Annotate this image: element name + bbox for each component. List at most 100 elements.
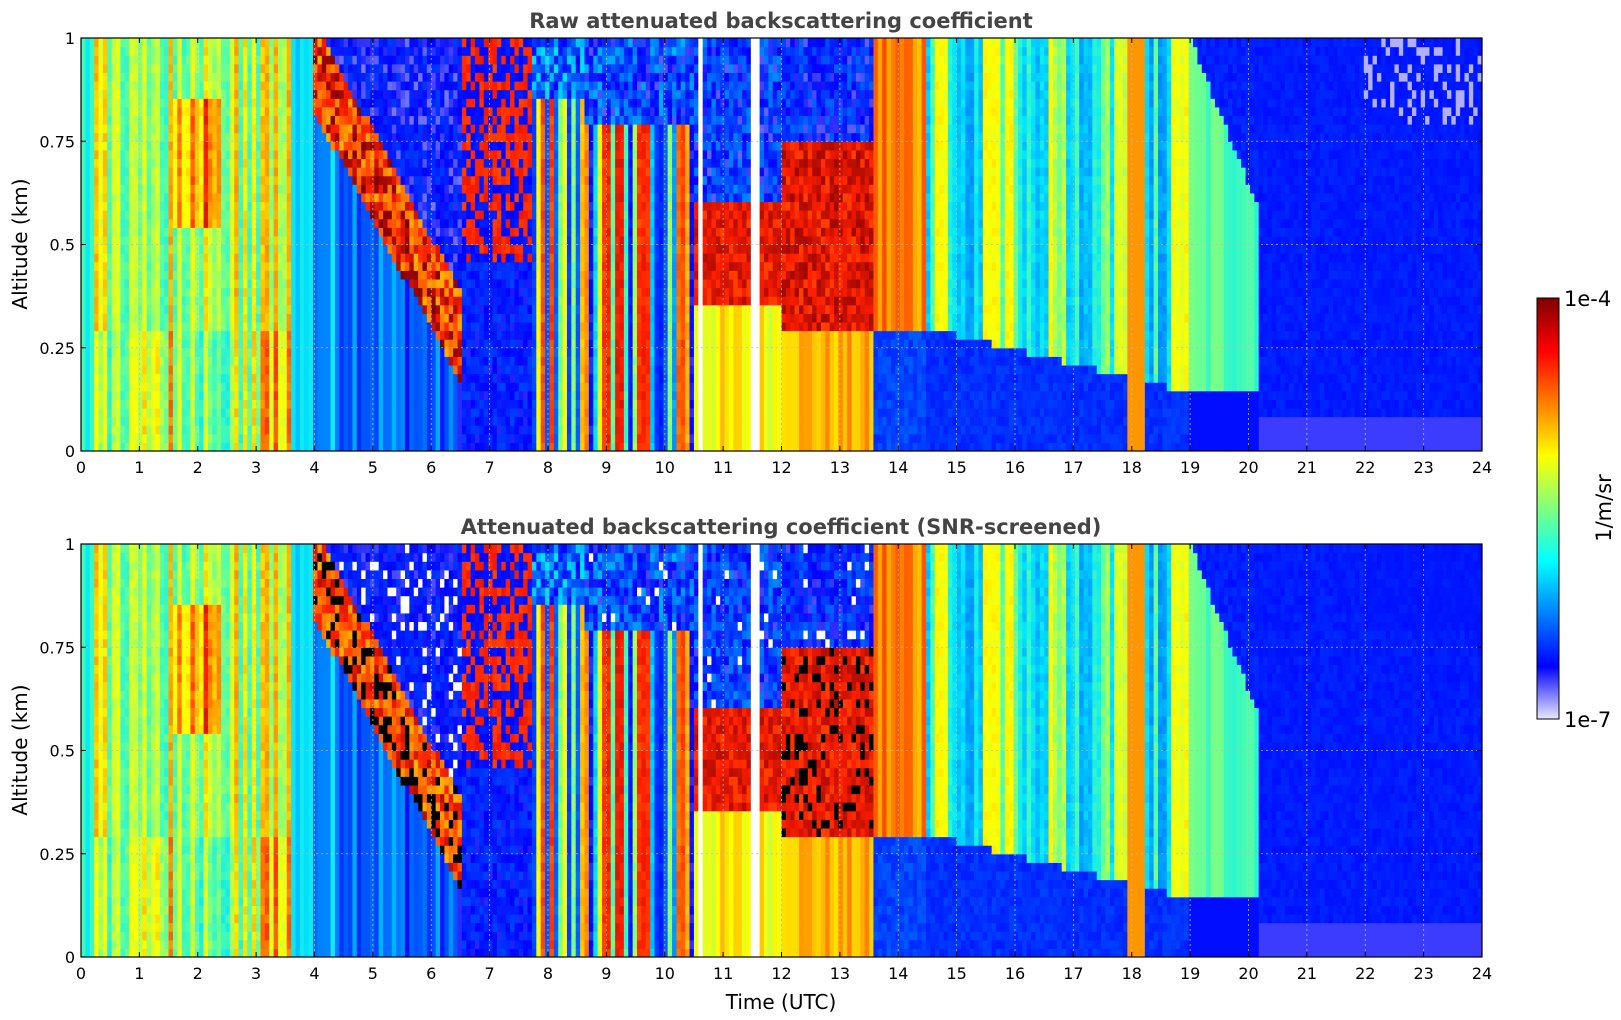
heatmap-cell — [440, 124, 445, 134]
heatmap-cell — [124, 321, 130, 332]
heatmap-cell — [199, 296, 205, 306]
heatmap-cell — [361, 373, 367, 383]
heatmap-cell — [216, 278, 222, 289]
heatmap-cell — [203, 115, 209, 125]
heatmap-cell — [242, 63, 248, 74]
heatmap-cell — [361, 218, 367, 228]
heatmap-cell — [102, 425, 108, 435]
heatmap-cell — [273, 339, 279, 349]
heatmap-cell — [426, 364, 432, 375]
heatmap-cell — [317, 261, 323, 271]
heatmap-cell — [102, 407, 108, 418]
heatmap-cell — [199, 218, 205, 228]
heatmap-cell — [308, 382, 314, 392]
heatmap-cell — [269, 132, 275, 142]
heatmap-cell — [448, 192, 454, 203]
heatmap-cell — [207, 296, 213, 306]
heatmap-cell — [168, 124, 174, 134]
heatmap-cell — [505, 244, 511, 254]
heatmap-cell — [374, 192, 380, 203]
heatmap-cell — [107, 218, 113, 228]
heatmap-cell — [352, 296, 358, 306]
heatmap-cell — [129, 38, 135, 48]
heatmap-cell — [247, 201, 253, 211]
heatmap-cell — [457, 89, 463, 99]
heatmap-cell — [234, 347, 240, 357]
heatmap-cell — [225, 390, 231, 400]
heatmap-cell — [496, 124, 502, 134]
heatmap-cell — [361, 167, 367, 177]
heatmap-cell — [172, 330, 178, 340]
heatmap-cell — [264, 72, 270, 82]
heatmap-cell — [260, 72, 266, 82]
heatmap-cell — [514, 218, 520, 228]
heatmap-cell — [299, 89, 305, 99]
heatmap-cell — [409, 184, 415, 194]
heatmap-cell — [365, 347, 371, 357]
heatmap-cell — [129, 55, 135, 65]
heatmap-cell — [286, 89, 292, 99]
heatmap-cell — [505, 227, 511, 237]
heatmap-cell — [453, 287, 459, 297]
heatmap-cell — [269, 253, 275, 263]
heatmap-cell — [505, 407, 511, 418]
heatmap-cell — [308, 227, 314, 237]
heatmap-cell — [89, 416, 95, 426]
heatmap-cell — [444, 442, 450, 451]
heatmap-cell — [510, 175, 516, 185]
heatmap-cell — [518, 425, 524, 435]
heatmap-cell — [172, 81, 178, 91]
heatmap-cell — [207, 98, 213, 108]
heatmap-cell — [264, 46, 270, 56]
heatmap-cell — [194, 330, 200, 340]
heatmap-cell — [356, 81, 362, 91]
heatmap-cell — [172, 425, 178, 435]
heatmap-cell — [431, 304, 437, 314]
heatmap-cell — [466, 149, 472, 160]
heatmap-cell — [523, 55, 529, 65]
heatmap-cell — [413, 390, 419, 400]
heatmap-cell — [229, 227, 235, 237]
heatmap-cell — [308, 38, 314, 48]
heatmap-cell — [510, 201, 516, 211]
heatmap-cell — [466, 158, 472, 168]
heatmap-cell — [256, 89, 262, 99]
heatmap-cell — [475, 270, 481, 280]
heatmap-cell — [291, 184, 297, 194]
heatmap-cell — [291, 218, 297, 228]
heatmap-cell — [81, 356, 86, 366]
heatmap-cell — [155, 356, 161, 366]
heatmap-cell — [361, 270, 367, 280]
heatmap-cell — [413, 442, 419, 451]
heatmap-cell — [194, 287, 200, 297]
heatmap-cell — [496, 278, 502, 289]
heatmap-cell — [496, 72, 502, 82]
heatmap-cell — [374, 167, 380, 177]
heatmap-cell — [98, 347, 104, 357]
heatmap-cell — [492, 321, 498, 332]
heatmap-cell — [247, 63, 253, 74]
heatmap-cell — [142, 106, 148, 117]
heatmap-cell — [229, 330, 235, 340]
heatmap-cell — [238, 390, 244, 400]
heatmap-cell — [492, 38, 498, 48]
heatmap-cell — [470, 141, 476, 151]
heatmap-cell — [107, 278, 113, 289]
heatmap-cell — [326, 313, 332, 323]
heatmap-cell — [194, 63, 200, 74]
heatmap-cell — [348, 201, 354, 211]
heatmap-cell — [282, 253, 288, 263]
heatmap-cell — [483, 55, 489, 65]
heatmap-cell — [111, 433, 117, 443]
heatmap-cell — [282, 227, 288, 237]
heatmap-cell — [247, 373, 253, 383]
heatmap-cell — [111, 407, 117, 418]
heatmap-cell — [321, 399, 327, 409]
heatmap-cell — [326, 261, 332, 271]
heatmap-cell — [221, 201, 227, 211]
heatmap-cell — [107, 321, 113, 332]
heatmap-cell — [260, 416, 266, 426]
heatmap-cell — [291, 364, 297, 375]
heatmap-cell — [137, 158, 143, 168]
heatmap-cell — [343, 141, 349, 151]
